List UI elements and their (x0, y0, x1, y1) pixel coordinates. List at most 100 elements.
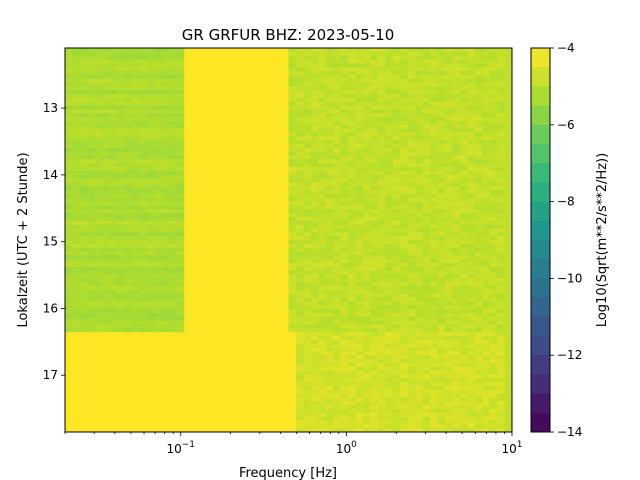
heatmap-cell (422, 247, 431, 252)
heatmap-cell (325, 336, 334, 341)
heatmap-cell (482, 178, 491, 183)
heatmap-cell (161, 82, 170, 87)
heatmap-cell (206, 159, 215, 164)
heatmap-cell (385, 297, 394, 302)
heatmap-cell (415, 355, 423, 360)
heatmap-cell (348, 182, 356, 187)
heatmap-cell (154, 90, 163, 95)
heatmap-cell (273, 224, 282, 229)
heatmap-cell (258, 351, 267, 356)
heatmap-cell (221, 167, 230, 172)
heatmap-cell (363, 128, 371, 133)
heatmap-cell (489, 163, 498, 168)
heatmap-cell (258, 220, 267, 226)
heatmap-cell (139, 274, 148, 279)
heatmap-cell (243, 78, 252, 83)
heatmap-cell (377, 309, 386, 314)
heatmap-cell (482, 274, 491, 279)
heatmap-cell (117, 324, 125, 329)
heatmap-cell (87, 78, 96, 83)
heatmap-cell (363, 120, 371, 126)
heatmap-cell (452, 59, 461, 64)
heatmap-cell (303, 159, 312, 164)
heatmap-cell (169, 55, 178, 60)
heatmap-cell (243, 293, 252, 298)
heatmap-cell (504, 213, 513, 218)
heatmap-cell (437, 232, 446, 237)
heatmap-cell (474, 155, 483, 160)
heatmap-cell (355, 205, 364, 210)
heatmap-cell (459, 270, 468, 275)
heatmap-cell (482, 224, 491, 229)
heatmap-cell (228, 282, 237, 287)
heatmap-cell (482, 55, 491, 60)
heatmap-cell (102, 282, 111, 287)
heatmap-cell (146, 109, 155, 114)
heatmap-cell (303, 117, 312, 122)
heatmap-cell (184, 186, 193, 191)
heatmap-cell (266, 305, 274, 310)
heatmap-cell (303, 174, 312, 179)
heatmap-cell (94, 355, 103, 360)
heatmap-cell (407, 155, 416, 160)
heatmap-cell (139, 316, 148, 322)
heatmap-cell (102, 297, 111, 302)
heatmap-cell (199, 228, 207, 233)
heatmap-cell (363, 301, 371, 306)
heatmap-cell (504, 347, 513, 352)
heatmap-cell (504, 332, 513, 337)
heatmap-cell (146, 59, 155, 64)
heatmap-cell (400, 182, 409, 187)
heatmap-cell (415, 251, 423, 256)
heatmap-cell (348, 270, 356, 275)
heatmap-cell (467, 236, 476, 241)
heatmap-cell (154, 63, 163, 68)
heatmap-cell (288, 343, 297, 348)
heatmap-cell (482, 140, 491, 145)
heatmap-cell (348, 113, 356, 118)
heatmap-cell (124, 193, 133, 199)
heatmap-cell (132, 128, 140, 133)
heatmap-cell (251, 293, 260, 298)
heatmap-cell (184, 278, 193, 283)
heatmap-cell (355, 86, 364, 91)
heatmap-cell (281, 101, 289, 106)
heatmap-cell (146, 113, 155, 118)
heatmap-cell (281, 351, 289, 356)
heatmap-cell (348, 132, 356, 137)
heatmap-cell (437, 170, 446, 176)
heatmap-cell (228, 144, 237, 149)
heatmap-cell (497, 301, 505, 306)
heatmap-cell (295, 159, 304, 164)
heatmap-cell (102, 105, 111, 110)
heatmap-cell (161, 240, 170, 245)
heatmap-cell (132, 236, 140, 241)
heatmap-cell (430, 159, 438, 164)
heatmap-cell (459, 147, 468, 153)
heatmap-cell (437, 182, 446, 187)
heatmap-cell (191, 167, 200, 172)
heatmap-cell (146, 216, 155, 222)
heatmap-cell (132, 63, 140, 68)
heatmap-cell (325, 220, 334, 226)
heatmap-cell (228, 320, 237, 325)
heatmap-cell (273, 74, 282, 80)
heatmap-cell (348, 216, 356, 222)
heatmap-cell (444, 170, 453, 176)
heatmap-cell (236, 324, 245, 329)
heatmap-cell (72, 312, 81, 318)
heatmap-cell (94, 136, 103, 141)
heatmap-cell (214, 167, 222, 172)
heatmap-cell (191, 339, 200, 345)
heatmap-cell (214, 266, 222, 272)
heatmap-cell (139, 286, 148, 291)
heatmap-cell (333, 297, 342, 302)
heatmap-cell (176, 282, 185, 287)
heatmap-cell (169, 293, 178, 298)
heatmap-cell (392, 328, 401, 333)
heatmap-cell (281, 243, 289, 249)
heatmap-cell (94, 193, 103, 199)
heatmap-cell (444, 362, 453, 368)
heatmap-cell (452, 263, 461, 268)
heatmap-cell (228, 86, 237, 91)
